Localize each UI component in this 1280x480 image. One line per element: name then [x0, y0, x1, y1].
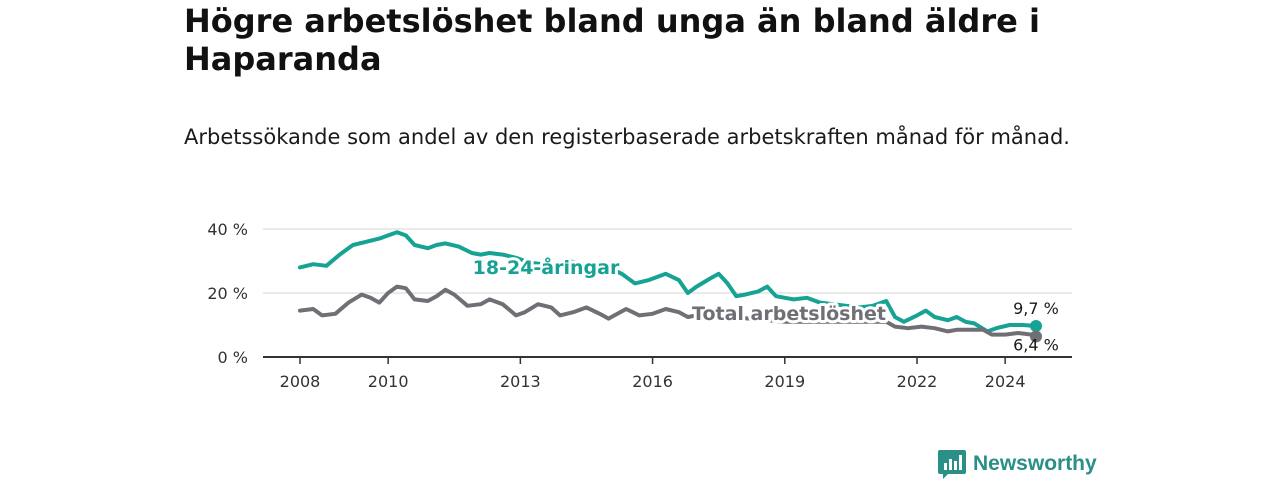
series-end-label: 6,4 %	[1013, 336, 1059, 355]
series-end-point	[1030, 319, 1042, 332]
grid-lines	[263, 228, 1072, 358]
y-tick-label: 20 %	[207, 284, 248, 303]
series-labels: 18-24-åringar Total arbetslöshet	[470, 252, 889, 328]
y-axis-ticks: 0 % 20 % 40 %	[207, 220, 248, 367]
x-tick-label: 2008	[280, 372, 321, 391]
y-tick-label: 40 %	[207, 220, 248, 239]
line-chart: 0 % 20 % 40 % 2008 2010 2013 2016 2019 2022 2024…	[207, 220, 1072, 391]
series-end-point	[1030, 330, 1042, 343]
x-axis-ticks: 2008 2010 2013 2016 2019 2022 2024	[280, 357, 1026, 391]
newsworthy-logo-icon	[938, 450, 966, 479]
x-tick-label: 2022	[897, 372, 938, 391]
series-end-label: 9,7 %	[1013, 299, 1059, 318]
series-label-youth: 18-24-åringar	[473, 255, 620, 279]
series-line-total	[298, 284, 1038, 339]
x-tick-label: 2019	[764, 372, 805, 391]
x-tick-label: 2024	[985, 372, 1026, 391]
newsworthy-logo: Newsworthy	[937, 448, 1097, 480]
y-tick-label: 0 %	[218, 348, 248, 367]
series-lines: 9,7 % 6,4 %	[298, 230, 1059, 355]
series-label-total: Total arbetslöshet	[692, 303, 886, 325]
brand-name: Newsworthy	[973, 452, 1097, 475]
x-tick-label: 2010	[368, 372, 409, 391]
chart-subtitle: Arbetssökande som andel av den registerb…	[184, 125, 1070, 149]
x-tick-label: 2013	[500, 372, 541, 391]
chart-title: Högre arbetslöshet bland unga än bland ä…	[184, 2, 1040, 78]
x-tick-label: 2016	[632, 372, 673, 391]
series-line-youth	[298, 230, 1038, 334]
